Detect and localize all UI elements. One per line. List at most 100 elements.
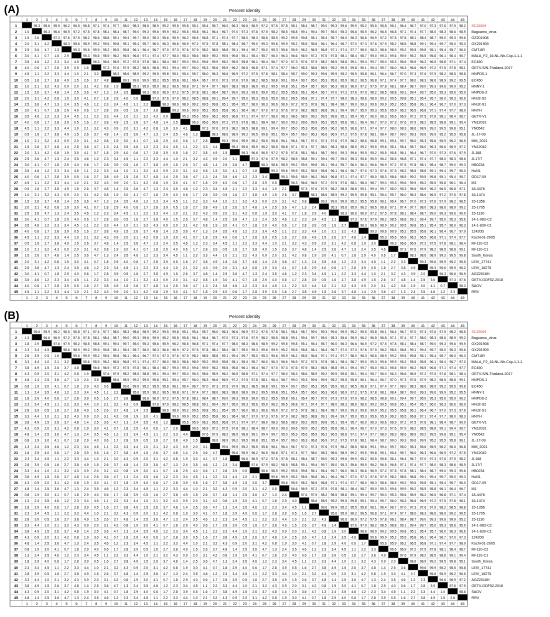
identity-cell: 99.2 — [400, 481, 407, 485]
identity-cell: 0.7 — [94, 96, 99, 100]
identity-cell: 2.1 — [104, 566, 109, 570]
identity-cell: 97.8 — [133, 366, 140, 370]
row-header: 12 — [14, 90, 18, 94]
identity-cell: 97.9 — [321, 187, 328, 191]
identity-cell: 95.8 — [410, 536, 417, 540]
identity-cell: 3.3 — [25, 360, 30, 364]
identity-cell: 2.8 — [302, 223, 307, 227]
identity-cell: 0.6 — [134, 151, 139, 155]
identity-cell: 1.7 — [312, 554, 317, 558]
identity-cell: 3.2 — [143, 115, 148, 119]
identity-cell: 97.2 — [410, 115, 417, 119]
identity-cell: 3.2 — [143, 223, 148, 227]
identity-cell: 99.1 — [152, 372, 159, 376]
identity-cell: 2.8 — [74, 451, 79, 455]
identity-cell: 95.8 — [242, 60, 249, 64]
column-header: 8 — [95, 18, 97, 22]
identity-cell: 4.8 — [74, 475, 79, 479]
identity-cell: 98.4 — [390, 390, 397, 394]
column-footer: 29 — [302, 602, 306, 606]
diagonal-cell — [328, 515, 339, 522]
identity-cell: 97.0 — [212, 78, 219, 82]
identity-cell: 98.6 — [143, 24, 150, 28]
identity-cell: 4.6 — [252, 505, 257, 509]
identity-cell: 95.2 — [242, 445, 249, 449]
sequence-name: 12420D — [472, 230, 485, 234]
identity-cell: 3.6 — [153, 463, 158, 467]
identity-cell: 0.8 — [302, 199, 307, 203]
identity-cell: 96.6 — [271, 102, 278, 106]
identity-cell: 98.7 — [311, 457, 318, 461]
identity-cell: 0.7 — [143, 139, 148, 143]
identity-cell: 97.4 — [430, 415, 437, 419]
identity-cell: 3.0 — [421, 284, 426, 288]
identity-cell: 2.4 — [262, 272, 267, 276]
identity-cell: 95.1 — [311, 469, 318, 473]
identity-cell: 95.1 — [281, 390, 288, 394]
identity-cell: 3.3 — [54, 72, 59, 76]
identity-cell: 1.6 — [153, 548, 158, 552]
identity-cell: 95.8 — [390, 151, 397, 155]
identity-cell: 4.2 — [312, 529, 317, 533]
identity-cell: 2.1 — [183, 266, 188, 270]
identity-cell: 4.3 — [223, 487, 228, 491]
column-footer: 20 — [213, 296, 217, 300]
identity-cell: 98.4 — [459, 242, 466, 246]
identity-cell: 0.8 — [54, 205, 59, 209]
identity-cell: 3.6 — [84, 90, 89, 94]
identity-cell: 95.4 — [251, 54, 258, 58]
identity-cell: 4.1 — [282, 266, 287, 270]
identity-cell: 3.7 — [193, 272, 198, 276]
identity-cell: 3.8 — [74, 572, 79, 576]
identity-cell: 98.2 — [360, 396, 367, 400]
column-footer: 27 — [282, 602, 286, 606]
identity-cell: 99.9 — [449, 84, 456, 88]
identity-cell: 97.3 — [449, 408, 456, 412]
identity-cell: 96.4 — [390, 330, 397, 334]
identity-cell: 1.1 — [134, 211, 139, 215]
identity-cell: 95.7 — [331, 469, 338, 473]
identity-cell: 96.7 — [370, 121, 377, 125]
identity-cell: 96.2 — [261, 145, 268, 149]
identity-cell: 95.1 — [350, 372, 357, 376]
identity-cell: 97.9 — [370, 217, 377, 221]
identity-cell: 98.3 — [449, 157, 456, 161]
identity-cell: 96.2 — [222, 372, 229, 376]
identity-cell: 98.4 — [311, 151, 318, 155]
identity-cell: 99.7 — [430, 217, 437, 221]
identity-cell: 99.1 — [341, 366, 348, 370]
identity-cell: 3.7 — [44, 199, 49, 203]
identity-cell: 99.4 — [331, 415, 338, 419]
identity-cell: 97.1 — [390, 336, 397, 340]
column-footer: 13 — [144, 296, 148, 300]
identity-cell: 97.5 — [430, 372, 437, 376]
identity-cell: 98.3 — [420, 511, 427, 515]
identity-cell: 98.6 — [380, 48, 387, 52]
identity-cell: 96.5 — [311, 48, 318, 52]
sequence-name: HNJZ-S1 — [472, 408, 487, 412]
identity-cell: 3.3 — [153, 211, 158, 215]
identity-cell: 96.1 — [172, 384, 179, 388]
identity-cell: 2.4 — [64, 102, 69, 106]
identity-cell: 2.1 — [104, 457, 109, 461]
identity-cell: 97.7 — [261, 115, 268, 119]
identity-cell: 3.1 — [233, 211, 238, 215]
identity-cell: 96.1 — [251, 60, 258, 64]
identity-cell: 95.4 — [341, 421, 348, 425]
identity-cell: 0.7 — [64, 384, 69, 388]
identity-cell: 1.6 — [153, 439, 158, 443]
identity-cell: 97.5 — [370, 84, 377, 88]
identity-cell: 4.6 — [302, 548, 307, 552]
identity-cell: 4.2 — [114, 523, 119, 527]
identity-cell: 2.5 — [242, 493, 247, 497]
identity-cell: 98.9 — [271, 36, 278, 40]
identity-cell: 97.7 — [331, 96, 338, 100]
identity-cell: 98.7 — [123, 30, 130, 34]
identity-cell: 0.7 — [94, 205, 99, 209]
identity-cell: 2.6 — [233, 260, 238, 264]
identity-cell: 96.8 — [321, 48, 328, 52]
identity-cell: 3.1 — [35, 151, 40, 155]
identity-cell: 97.7 — [350, 481, 357, 485]
identity-cell: 97.9 — [162, 402, 169, 406]
identity-cell: 2.1 — [252, 584, 257, 588]
